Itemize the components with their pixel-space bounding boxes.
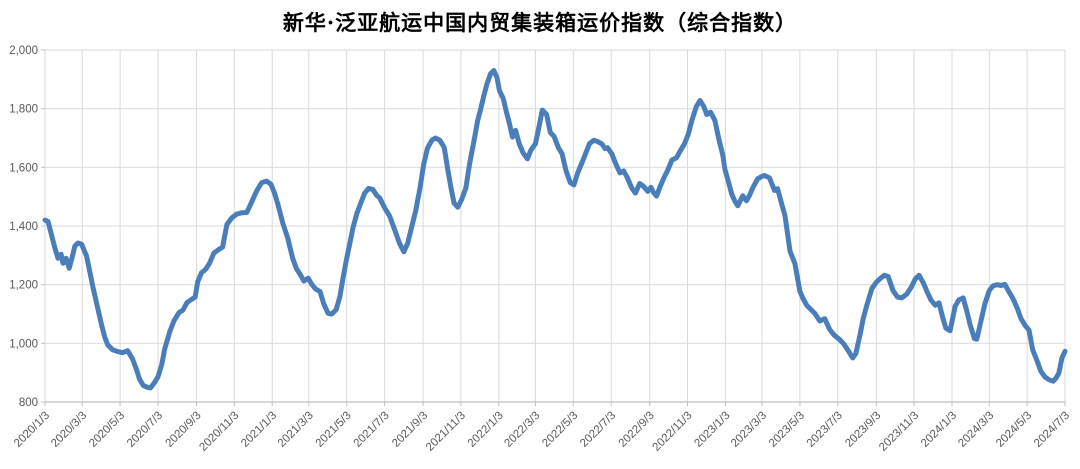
x-tick-label: 2024/1/3 <box>919 410 959 450</box>
x-tick-label: 2023/11/3 <box>877 410 921 454</box>
x-tick-label: 2023/3/3 <box>729 410 769 450</box>
x-tick-label: 2020/1/3 <box>12 410 52 450</box>
y-axis-labels: 800 1,000 1,200 1,400 1,600 1,800 2,000 <box>9 45 38 409</box>
x-tick-label: 2023/1/3 <box>692 410 732 450</box>
x-tick-label: 2023/5/3 <box>767 410 807 450</box>
chart-title: 新华·泛亚航运中国内贸集装箱运价指数（综合指数） <box>282 10 798 35</box>
y-tick-label: 1,000 <box>9 338 38 350</box>
x-tick-label: 2021/7/3 <box>352 410 392 450</box>
y-tick-label: 1,400 <box>9 221 38 233</box>
x-tick-label: 2020/11/3 <box>197 410 241 454</box>
axis-ticks <box>41 49 1066 406</box>
x-tick-label: 2022/5/3 <box>540 410 580 450</box>
x-tick-label: 2020/3/3 <box>49 410 89 450</box>
y-tick-label: 800 <box>19 397 38 409</box>
x-tick-label: 2020/5/3 <box>87 410 127 450</box>
x-tick-label: 2020/7/3 <box>125 410 165 450</box>
x-tick-label: 2022/11/3 <box>651 410 695 454</box>
x-tick-label: 2021/5/3 <box>314 410 354 450</box>
y-tick-label: 1,800 <box>9 104 38 116</box>
x-tick-label: 2024/5/3 <box>994 410 1034 450</box>
gridlines <box>44 49 1066 403</box>
index-line-series <box>42 68 1068 391</box>
x-tick-label: 2021/11/3 <box>424 410 468 454</box>
x-tick-label: 2021/3/3 <box>276 410 316 450</box>
x-tick-label: 2022/3/3 <box>502 410 542 450</box>
x-tick-label: 2024/3/3 <box>956 410 996 450</box>
x-axis-labels: 2020/1/32020/3/32020/5/32020/7/32020/9/3… <box>12 410 1072 454</box>
x-tick-label: 2022/1/3 <box>466 410 506 450</box>
y-tick-label: 2,000 <box>9 45 38 57</box>
x-tick-label: 2022/7/3 <box>578 410 618 450</box>
x-tick-label: 2021/1/3 <box>239 410 279 450</box>
x-tick-label: 2024/7/3 <box>1032 410 1072 450</box>
x-tick-label: 2023/7/3 <box>805 410 845 450</box>
y-tick-label: 1,200 <box>9 280 38 292</box>
y-tick-label: 1,600 <box>9 162 38 174</box>
